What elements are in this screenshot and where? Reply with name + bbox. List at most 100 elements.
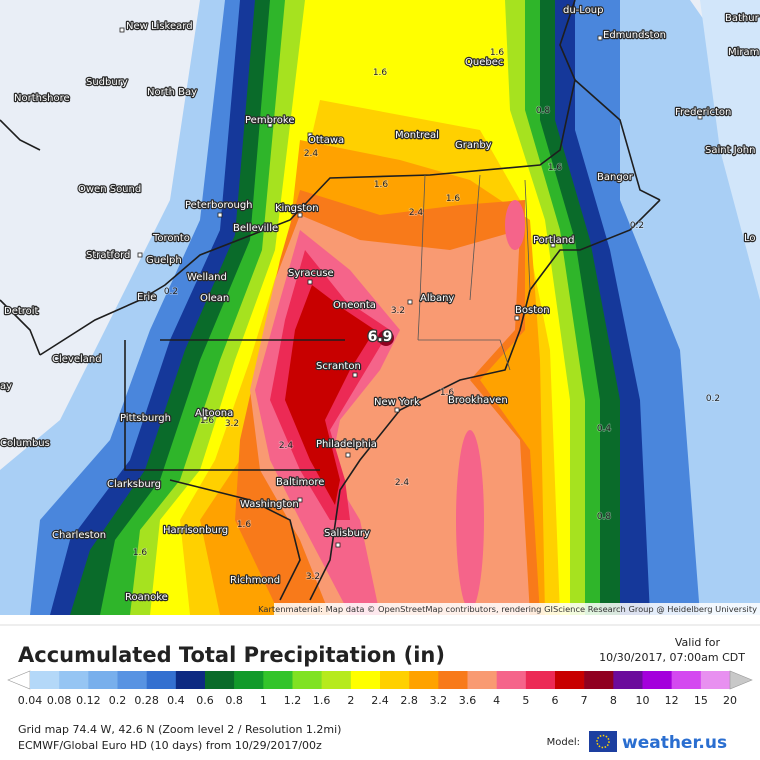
grid-info: Grid map 74.4 W, 42.6 N (Zoom level 2 / …	[18, 723, 341, 736]
city-marker	[597, 35, 603, 41]
city-label: Albany	[420, 293, 454, 304]
precip-band	[456, 430, 484, 610]
city-label: Montreal	[395, 130, 439, 141]
colorbar-tick-label: 0.4	[167, 694, 185, 707]
city-label: Salisbury	[324, 528, 370, 539]
colorbar-cell	[117, 671, 147, 689]
city-label: du-Loup	[563, 5, 604, 16]
city-label: Richmond	[230, 575, 280, 586]
colorbar-cell	[700, 671, 731, 689]
colorbar-cell	[175, 671, 206, 689]
model-label: Model:	[547, 737, 580, 748]
colorbar-tick-label: 20	[723, 694, 737, 707]
city-label: Guelph	[146, 255, 182, 266]
city-marker	[335, 542, 341, 548]
contour-label: 1.6	[446, 194, 461, 204]
colorbar-tick-label: 2.8	[400, 694, 418, 707]
colorbar-tick-label: 3.2	[430, 694, 448, 707]
borders	[0, 0, 661, 601]
city-marker	[307, 132, 313, 138]
city-marker	[297, 497, 303, 503]
city-marker	[487, 59, 493, 65]
state-line	[469, 174, 481, 301]
colorbar-tick-label: 5	[522, 694, 529, 707]
city-label: Saint John	[705, 145, 755, 156]
city-label: Granby	[455, 140, 492, 151]
city-marker	[550, 242, 556, 248]
colorbar-cell	[613, 671, 643, 689]
precip-band	[700, 0, 760, 300]
colorbar-cell	[584, 671, 614, 689]
contour-label: 3.2	[225, 419, 239, 429]
city-label: Peterborough	[185, 200, 253, 211]
city-label: Sudbury	[86, 77, 128, 88]
attribution: Kartenmaterial: Map data © OpenStreetMap…	[258, 604, 757, 614]
colorbar-tick-label: 7	[581, 694, 588, 707]
city-label: Miram	[728, 47, 759, 58]
contour-label: 2.4	[395, 478, 410, 488]
city-label: Welland	[187, 272, 227, 283]
city-label: New York	[374, 397, 420, 408]
brand: weather.us	[622, 733, 727, 753]
contour-label: 1.6	[490, 48, 505, 58]
city-label: Owen Sound	[78, 184, 141, 195]
contour-label: 1.6	[133, 548, 148, 558]
colorbar-tick-label: 0.04	[18, 694, 43, 707]
city-label: Northshore	[14, 93, 70, 104]
city-marker	[514, 315, 520, 321]
colorbar-cell	[263, 671, 293, 689]
city-label: Washington	[240, 499, 299, 510]
colorbar-cell	[88, 671, 118, 689]
city-label: Harrisonburg	[163, 525, 228, 536]
colorbar-cell	[350, 671, 381, 689]
city-label: Clarksburg	[107, 479, 161, 490]
eu-flag	[589, 731, 617, 752]
colorbar-tick-label: 0.6	[196, 694, 214, 707]
contour-label: 0.8	[536, 106, 551, 116]
city-marker	[352, 372, 358, 378]
city-label: ay	[0, 381, 12, 392]
contour-label: 1.6	[440, 388, 455, 398]
contour-label: 0.4	[597, 424, 612, 434]
border	[0, 299, 41, 356]
colorbar-cell	[234, 671, 264, 689]
city-label: Ottawa	[308, 135, 344, 146]
colorbar-tick-label: 2.4	[371, 694, 389, 707]
colorbar-cell	[555, 671, 585, 689]
city-label: Erie	[137, 292, 156, 303]
contour-label: 3.2	[306, 572, 320, 582]
city-marker	[307, 279, 313, 285]
contour-label: 1.6	[373, 68, 388, 78]
valid-label: Valid for	[675, 636, 721, 649]
colorbar-cell	[205, 671, 235, 689]
border	[574, 79, 661, 201]
state-lines	[417, 174, 531, 371]
contour-label: 2.4	[279, 441, 294, 451]
model-info: ECMWF/Global Euro HD (10 days) from 10/2…	[18, 739, 322, 752]
state-line	[418, 339, 511, 371]
city-label: Belleville	[233, 223, 278, 234]
contour-label: 0.2	[164, 287, 178, 297]
colorbar-cell	[59, 671, 89, 689]
city-label: Lo	[744, 233, 756, 244]
colorbar-arrow	[729, 670, 753, 690]
city-label: Syracuse	[288, 268, 334, 279]
contour-label: 1.6	[548, 163, 563, 173]
city-label: Portland	[533, 235, 574, 246]
city-label: Pittsburgh	[120, 413, 171, 424]
colorbar-cell	[380, 671, 410, 689]
state-line	[524, 179, 531, 291]
colorbar-tick-label: 1	[260, 694, 267, 707]
city-marker	[394, 407, 400, 413]
city-label: Edmundston	[603, 30, 666, 41]
contour-label: 0.2	[706, 394, 720, 404]
colorbar-tick-label: 6	[552, 694, 559, 707]
city-label: Fredericton	[675, 107, 731, 118]
colorbar-tick-label: 1.2	[284, 694, 302, 707]
city-label: New Liskeard	[126, 21, 193, 32]
precip-band	[505, 200, 525, 250]
colorbar-tick-label: 12	[665, 694, 679, 707]
city-label: Stratford	[86, 250, 130, 261]
colorbar-tick-label: 10	[636, 694, 650, 707]
